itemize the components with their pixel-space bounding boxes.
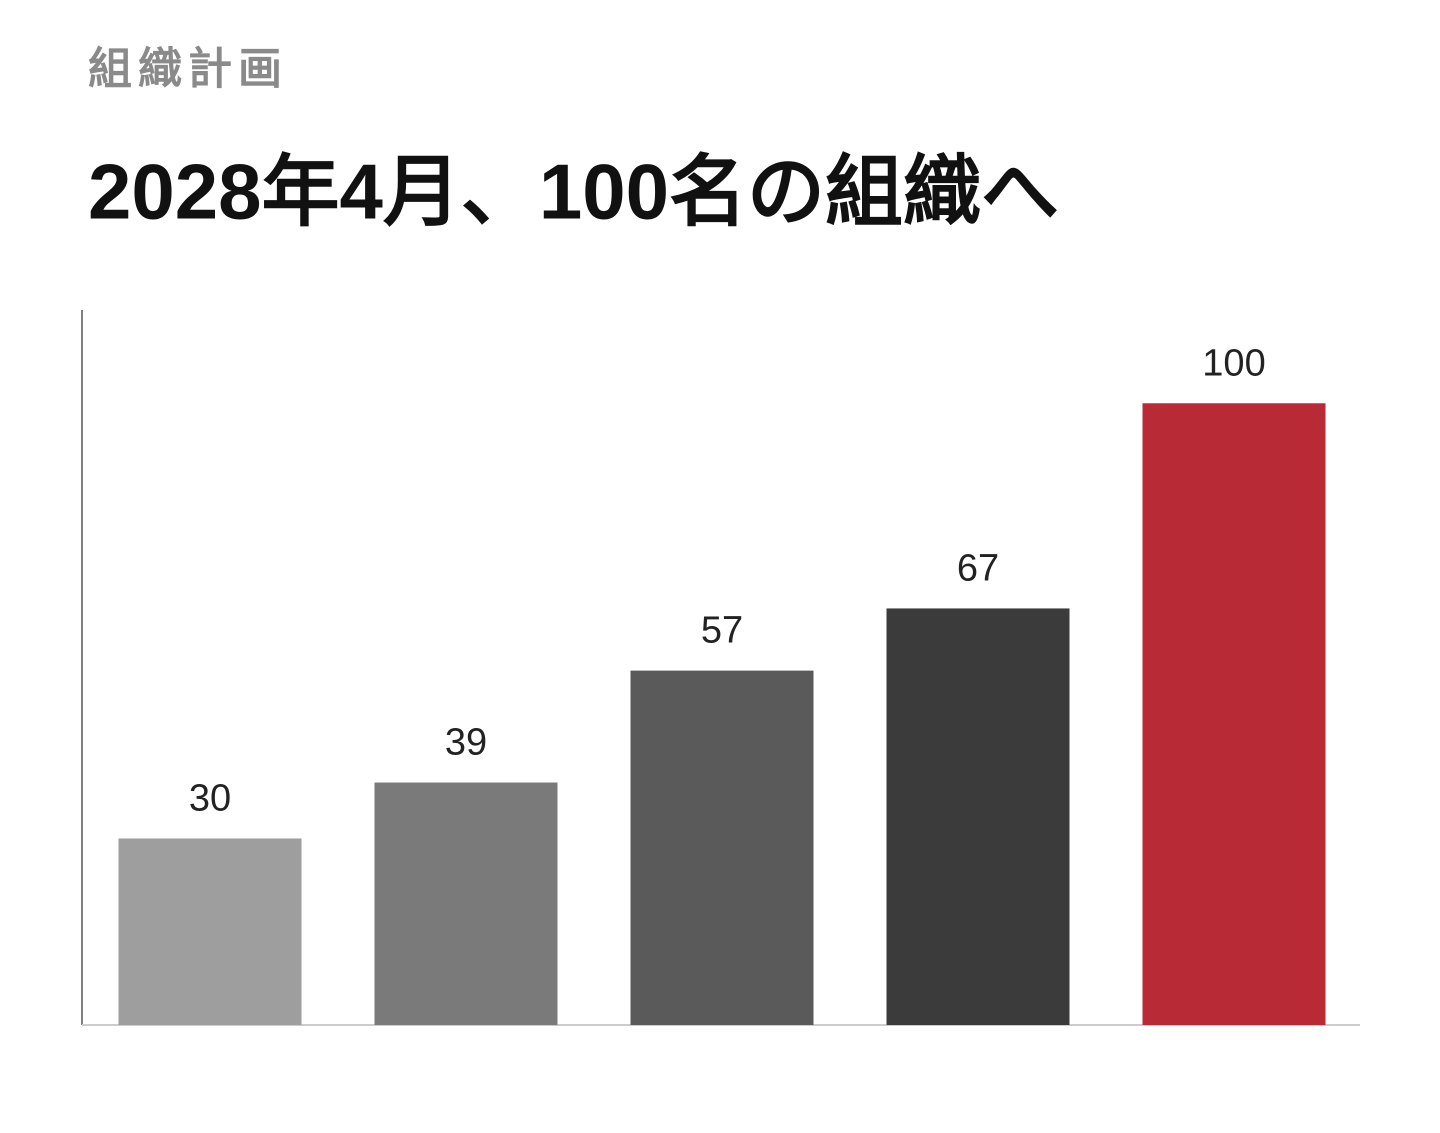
value-label: 30 [189, 778, 231, 820]
subtitle: 組織計画 [88, 45, 288, 94]
value-label: 67 [957, 547, 999, 589]
bar [886, 608, 1070, 1025]
bar [374, 782, 558, 1025]
bar [630, 670, 814, 1025]
value-label: 100 [1202, 342, 1265, 384]
bar [1142, 403, 1326, 1025]
value-label: 57 [701, 610, 743, 652]
chart-title: 2028年4月、100名の組織へ [88, 148, 1059, 236]
bar [118, 838, 302, 1025]
value-label: 39 [445, 722, 487, 764]
